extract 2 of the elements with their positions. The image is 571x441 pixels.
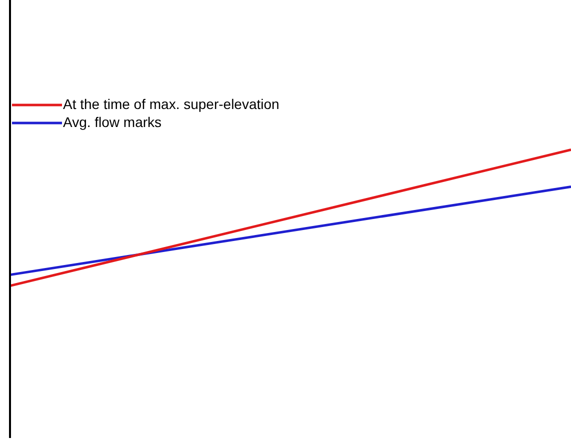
legend-label: Avg. flow marks [63,114,162,130]
legend-label: At the time of max. super-elevation [63,96,280,112]
